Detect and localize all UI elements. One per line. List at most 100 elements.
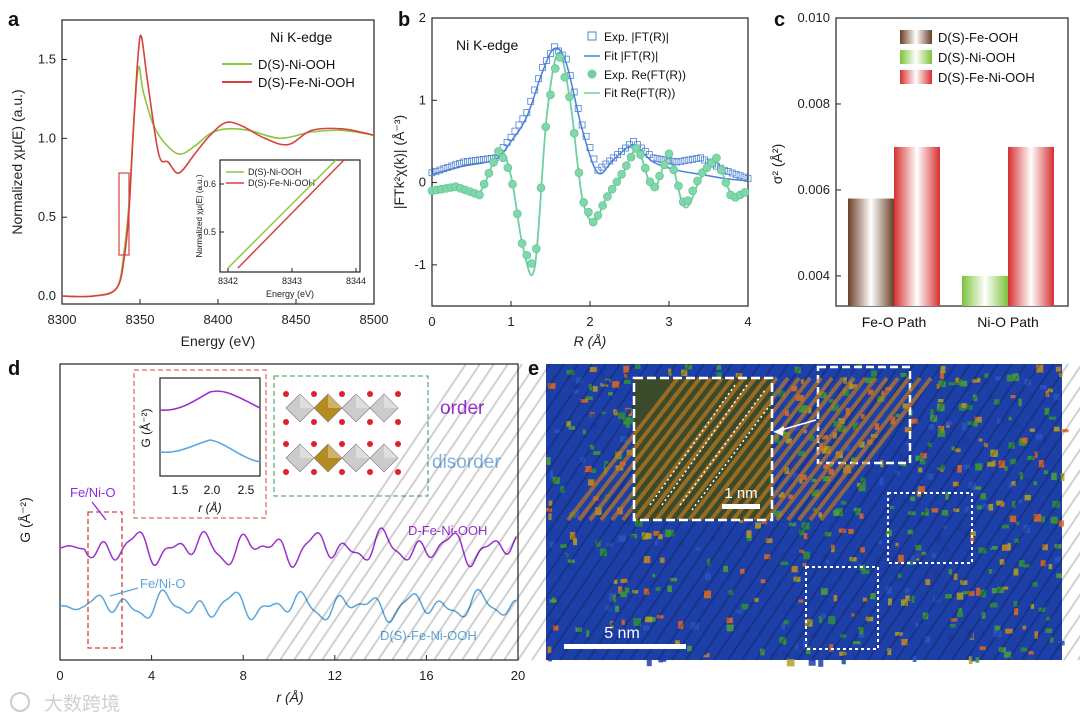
panel-b-exp-re-point — [494, 147, 503, 156]
tem-speckle — [729, 558, 737, 566]
legend-b-exp-re-label: Exp. Re(FT(R)) — [604, 68, 686, 82]
tem-fringe — [937, 448, 1080, 661]
tem-speckle — [967, 564, 974, 571]
oxygen-atom — [283, 469, 289, 475]
tem-speckle — [795, 394, 804, 401]
panel-b-exp-re-point — [664, 149, 674, 159]
tem-speckle — [578, 522, 583, 529]
tem-speckle — [610, 635, 615, 640]
panel-b-exp-ft-point — [673, 158, 681, 166]
tem-speckle — [1003, 651, 1012, 658]
panel-b-exp-re-point — [617, 170, 626, 179]
panel-b-exp-ft-point — [448, 162, 456, 170]
tem-speckle — [812, 519, 819, 524]
panel-b-exp-re-point — [655, 171, 664, 181]
panel-d-top-curve-label: D-Fe-Ni-OOH — [408, 523, 487, 538]
tem-speckle — [945, 421, 953, 426]
tem-speckle — [778, 390, 785, 397]
octahedron — [285, 393, 315, 423]
tem-speckle — [669, 627, 677, 632]
a-ytick-label: 0.5 — [38, 209, 56, 224]
tem-speckle — [740, 568, 745, 574]
tem-speckle — [713, 609, 717, 615]
tem-speckle — [602, 424, 608, 431]
panel-b-exp-ft-point — [503, 139, 511, 146]
tem-speckle — [1008, 416, 1012, 421]
tem-speckle — [895, 413, 900, 418]
tem-speckle — [642, 546, 650, 551]
tem-speckle — [849, 557, 857, 562]
tem-speckle — [965, 630, 971, 637]
octahedron-facet — [384, 444, 398, 458]
tem-speckle — [1013, 601, 1018, 608]
tem-speckle — [855, 421, 862, 426]
tem-speckle — [999, 559, 1005, 565]
tem-speckle — [1013, 542, 1021, 548]
tem-scale-bar — [564, 644, 686, 649]
panel-b-exp-ft-point — [519, 115, 527, 123]
tem-speckle — [1045, 390, 1050, 397]
tem-speckle — [994, 625, 1001, 634]
tem-region-box-3 — [805, 566, 879, 650]
tem-speckle — [848, 374, 852, 382]
tem-speckle — [993, 630, 1002, 638]
tem-speckle — [955, 550, 959, 556]
tem-speckle — [808, 659, 816, 666]
tem-speckle — [676, 539, 684, 546]
tem-scale-label: 5 nm — [604, 625, 640, 642]
b-ytick-label: 2 — [419, 10, 426, 25]
tem-speckle — [1054, 544, 1062, 549]
tem-speckle — [580, 457, 586, 463]
ai-ytick-label: 0.6 — [203, 179, 216, 189]
tem-speckle — [948, 569, 953, 575]
tem-speckle — [580, 488, 588, 493]
tem-speckle — [634, 626, 640, 632]
tem-speckle — [586, 578, 593, 586]
tem-speckle — [843, 377, 848, 384]
tem-speckle — [667, 585, 672, 593]
tem-speckle — [621, 619, 625, 625]
tem-speckle — [635, 518, 643, 527]
tem-speckle — [599, 548, 608, 557]
tem-speckle — [945, 492, 949, 500]
tem-speckle — [643, 625, 650, 631]
octahedron — [285, 443, 315, 473]
tem-speckle — [1056, 573, 1062, 579]
tem-speckle — [869, 593, 876, 600]
panel-b-frame — [431, 17, 749, 307]
panel-b-exp-ft-point — [744, 175, 752, 182]
tem-speckle — [987, 630, 993, 636]
panel-b-exp-ft-point — [574, 105, 582, 112]
tem-speckle — [616, 499, 620, 505]
tem-speckle — [549, 619, 557, 625]
tem-speckle — [884, 379, 891, 388]
panel-b-exp-re-point — [541, 122, 551, 132]
tem-speckle — [569, 383, 577, 389]
panel-b-exp-re-point — [640, 163, 650, 173]
tem-speckle — [897, 604, 903, 613]
tem-speckle — [654, 539, 658, 546]
tem-speckle — [668, 613, 675, 620]
tem-speckle — [833, 420, 841, 427]
tem-speckle — [746, 537, 753, 541]
tem-speckle — [985, 419, 990, 423]
tem-speckle — [585, 583, 589, 590]
tem-speckle — [781, 609, 786, 615]
panel-a-letter: a — [8, 9, 20, 31]
tem-speckle — [971, 655, 979, 662]
tem-speckle — [843, 551, 849, 559]
tem-inset-arrowhead — [774, 426, 784, 436]
panel-d-xticks: 0 4 8 12 16 20 — [56, 655, 525, 683]
tem-speckle — [623, 416, 631, 425]
tem-speckle — [968, 481, 976, 490]
tem-speckle — [901, 638, 908, 646]
tem-speckle — [942, 525, 947, 530]
octahedron-facet — [300, 444, 314, 458]
tem-speckle — [600, 382, 609, 387]
tem-speckle — [888, 496, 894, 502]
tem-speckle — [858, 627, 864, 635]
legend-c-fe-label: D(S)-Fe-OOH — [938, 30, 1018, 45]
tem-speckle — [608, 630, 616, 637]
tem-speckle — [836, 516, 841, 522]
tem-speckle — [912, 655, 917, 662]
